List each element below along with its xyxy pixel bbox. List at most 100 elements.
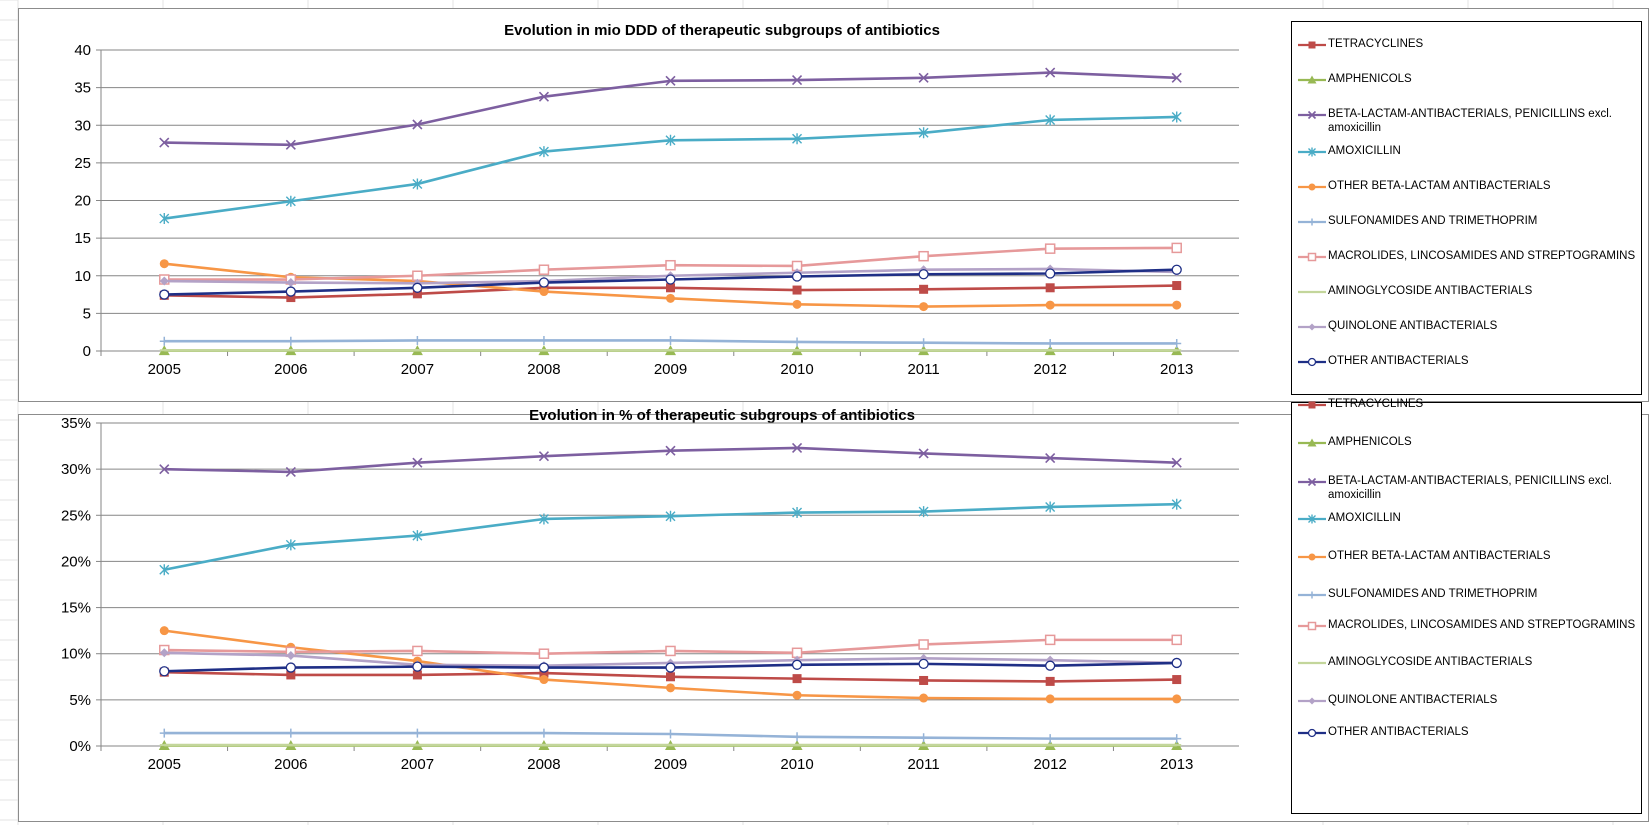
data-point [1045, 694, 1055, 704]
data-point [792, 690, 802, 700]
y-tick-label: 0 [83, 343, 91, 360]
data-point [286, 728, 296, 738]
legend-item: AMOXICILLIN [1298, 144, 1649, 158]
data-point [792, 133, 803, 145]
y-tick-label: 35 [74, 80, 91, 97]
data-point [285, 466, 296, 477]
series-macrolides [159, 634, 1182, 659]
data-point [538, 91, 550, 102]
data-point [538, 146, 549, 158]
x-tick-label: 2006 [274, 756, 307, 773]
legend-swatch-icon [1298, 218, 1326, 226]
data-point [159, 666, 170, 677]
series-amoxicillin [159, 498, 1182, 576]
legend-item: QUINOLONE ANTIBACTERIALS [1298, 319, 1649, 333]
y-tick-label: 10 [74, 268, 91, 285]
chart-title: Evolution in % of therapeutic subgroups … [529, 407, 915, 424]
x-tick-label: 2010 [780, 361, 813, 378]
data-point [919, 302, 929, 312]
data-point [285, 139, 296, 150]
legend-item: AMOXICILLIN [1298, 511, 1649, 525]
data-point [1172, 734, 1182, 744]
y-tick-label: 20% [61, 553, 91, 570]
data-point [919, 338, 929, 348]
data-point [791, 659, 803, 670]
series-amoxicillin [159, 111, 1182, 225]
legend-item: OTHER BETA-LACTAM ANTIBACTERIALS [1298, 549, 1649, 563]
x-tick-label: 2012 [1033, 361, 1066, 378]
legend-item: OTHER BETA-LACTAM ANTIBACTERIALS [1298, 179, 1649, 193]
data-point [665, 445, 676, 456]
chart-ddd-panel[interactable]: Evolution in mio DDD of therapeutic subg… [18, 8, 1649, 402]
data-point [159, 259, 169, 269]
data-point [159, 336, 169, 346]
legend-item: AMPHENICOLS [1298, 72, 1649, 86]
data-point [539, 668, 549, 678]
data-point [918, 269, 929, 280]
x-tick-label: 2008 [527, 361, 560, 378]
data-point [791, 442, 803, 453]
legend-label: SULFONAMIDES AND TRIMETHOPRIM [1328, 588, 1538, 600]
legend-swatch-icon [1298, 621, 1326, 631]
data-point [286, 336, 296, 346]
data-point [538, 662, 550, 673]
y-tick-label: 15 [74, 230, 91, 247]
data-point [159, 289, 170, 300]
series-beta-lactam [159, 442, 1182, 477]
data-point [1045, 676, 1055, 686]
data-point [665, 510, 676, 522]
legend-swatch-icon [1298, 183, 1326, 191]
data-point [159, 728, 169, 738]
data-point [159, 276, 169, 286]
legend-swatch-icon [1298, 252, 1326, 262]
data-point [1045, 67, 1056, 78]
data-point [412, 178, 423, 190]
legend-item: MACROLIDES, LINCOSAMIDES AND STREPTOGRAM… [1298, 618, 1649, 632]
chart-percent-panel[interactable]: Evolution in % of therapeutic subgroups … [18, 398, 1649, 822]
legend-label: MACROLIDES, LINCOSAMIDES AND STREPTOGRAM… [1328, 250, 1636, 262]
chart-title: Evolution in mio DDD of therapeutic subg… [504, 22, 940, 39]
data-point [412, 289, 422, 299]
data-point [412, 645, 423, 657]
legend-swatch-icon [1298, 591, 1326, 599]
x-tick-label: 2006 [274, 361, 307, 378]
x-tick-label: 2009 [654, 756, 687, 773]
data-point [918, 448, 929, 459]
legend-item: AMINOGLYCOSIDE ANTIBACTERIALS [1298, 284, 1649, 298]
data-point [1045, 338, 1055, 348]
legend-swatch-icon [1298, 323, 1326, 331]
data-point [792, 507, 803, 519]
legend-label: AMPHENICOLS [1328, 73, 1412, 85]
data-point [918, 639, 929, 650]
y-tick-label: 0% [69, 738, 91, 755]
legend-label: AMINOGLYCOSIDE ANTIBACTERIALS [1328, 656, 1533, 668]
data-point [1171, 498, 1182, 510]
x-tick-label: 2012 [1033, 756, 1066, 773]
legend-item: AMINOGLYCOSIDE ANTIBACTERIALS [1298, 655, 1649, 669]
legend-item: TETRACYCLINES [1298, 37, 1649, 51]
x-tick-label: 2005 [148, 756, 181, 773]
x-tick-label: 2007 [401, 361, 434, 378]
data-point [1045, 453, 1056, 464]
legend-item: BETA-LACTAM-ANTIBACTERIALS, PENICILLINS … [1298, 474, 1649, 502]
y-tick-label: 40 [74, 42, 91, 59]
data-point [1045, 655, 1055, 665]
legend-swatch-icon [1298, 697, 1326, 705]
series-beta-lactam [159, 67, 1182, 150]
data-point [285, 286, 296, 297]
data-point [919, 284, 929, 294]
series-line [164, 115, 1177, 220]
data-point [539, 728, 549, 738]
data-point [919, 675, 929, 685]
x-tick-label: 2008 [527, 756, 560, 773]
data-point [1171, 242, 1182, 254]
data-point [1171, 657, 1182, 669]
legend-label: OTHER ANTIBACTERIALS [1328, 726, 1469, 738]
data-point [285, 195, 296, 207]
legend-swatch-icon [1298, 147, 1326, 157]
data-point [285, 662, 296, 673]
series-other [159, 657, 1182, 677]
data-point [159, 213, 170, 225]
legend-swatch-icon [1298, 661, 1326, 665]
legend-label: AMINOGLYCOSIDE ANTIBACTERIALS [1328, 285, 1533, 297]
